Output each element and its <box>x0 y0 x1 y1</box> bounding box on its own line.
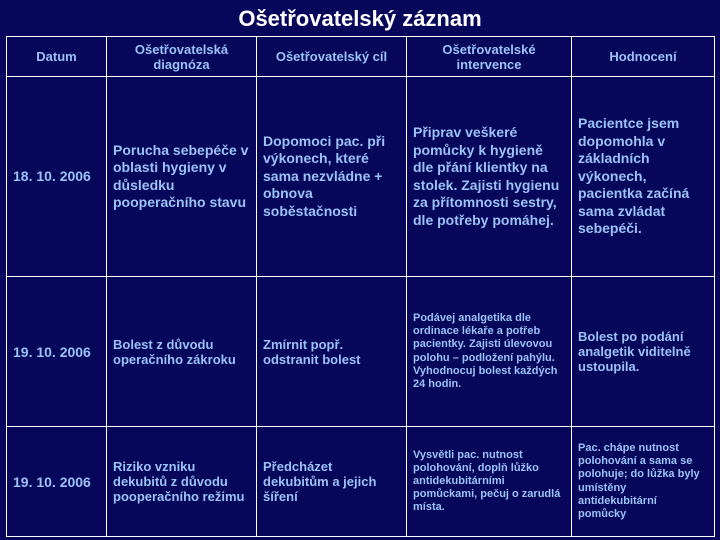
cell-intervention: Připrav veškeré pomůcky k hygieně dle př… <box>407 77 572 277</box>
cell-diagnosis: Riziko vzniku dekubitů z důvodu pooperač… <box>107 427 257 537</box>
cell-evaluation: Pacientce jsem dopomohla v základních vý… <box>572 77 715 277</box>
cell-evaluation: Pac. chápe nutnost polohování a sama se … <box>572 427 715 537</box>
cell-date: 18. 10. 2006 <box>7 77 107 277</box>
col-date: Datum <box>7 37 107 77</box>
col-intervention: Ošetřovatelské intervence <box>407 37 572 77</box>
cell-date: 19. 10. 2006 <box>7 277 107 427</box>
cell-intervention: Vysvětli pac. nutnost polohování, doplň … <box>407 427 572 537</box>
cell-date: 19. 10. 2006 <box>7 427 107 537</box>
table-row: 19. 10. 2006 Riziko vzniku dekubitů z dů… <box>7 427 715 537</box>
page-title: Ošetřovatelský záznam <box>0 0 720 36</box>
col-diagnosis: Ošetřovatelská diagnóza <box>107 37 257 77</box>
cell-goal: Dopomoci pac. při výkonech, které sama n… <box>257 77 407 277</box>
header-row: Datum Ošetřovatelská diagnóza Ošetřovate… <box>7 37 715 77</box>
col-evaluation: Hodnocení <box>572 37 715 77</box>
table-row: 19. 10. 2006 Bolest z důvodu operačního … <box>7 277 715 427</box>
cell-diagnosis: Porucha sebepéče v oblasti hygieny v důs… <box>107 77 257 277</box>
cell-diagnosis: Bolest z důvodu operačního zákroku <box>107 277 257 427</box>
cell-intervention: Podávej analgetika dle ordinace lékaře a… <box>407 277 572 427</box>
cell-goal: Zmírnit popř. odstranit bolest <box>257 277 407 427</box>
cell-evaluation: Bolest po podání analgetik viditelně ust… <box>572 277 715 427</box>
cell-goal: Předcházet dekubitům a jejich šíření <box>257 427 407 537</box>
nursing-record-table: Datum Ošetřovatelská diagnóza Ošetřovate… <box>6 36 715 537</box>
col-goal: Ošetřovatelský cíl <box>257 37 407 77</box>
table-row: 18. 10. 2006 Porucha sebepéče v oblasti … <box>7 77 715 277</box>
